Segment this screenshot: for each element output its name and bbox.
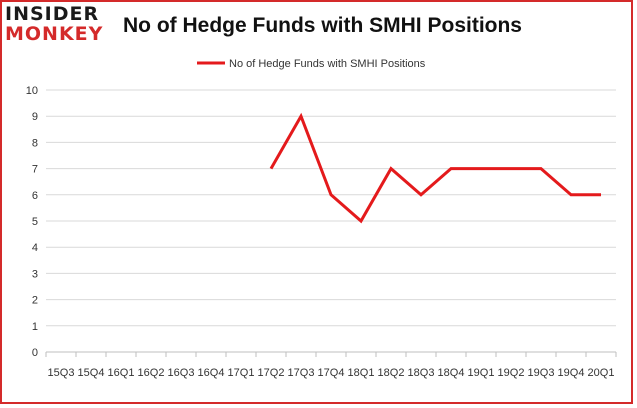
y-tick-label: 2: [32, 295, 38, 307]
y-tick-label: 6: [32, 190, 38, 202]
legend: No of Hedge Funds with SMHI Positions: [197, 58, 426, 70]
x-tick-label: 16Q2: [138, 367, 165, 379]
chart-title: No of Hedge Funds with SMHI Positions: [123, 14, 522, 37]
x-tick-label: 18Q1: [348, 367, 375, 379]
x-tick-label: 18Q3: [408, 367, 435, 379]
x-tick-label: 20Q1: [588, 367, 615, 379]
legend-label: No of Hedge Funds with SMHI Positions: [229, 58, 426, 70]
x-tick-label: 19Q1: [468, 367, 495, 379]
x-tick-label: 19Q2: [498, 367, 525, 379]
logo-line-2: MONKEY: [5, 23, 104, 45]
x-tick-label: 17Q1: [228, 367, 255, 379]
x-tick-label: 17Q4: [318, 367, 345, 379]
logo-line-1: INSIDER: [5, 3, 100, 25]
x-tick-label: 16Q1: [108, 367, 135, 379]
y-tick-label: 9: [32, 111, 38, 123]
x-tick-label: 17Q2: [258, 367, 285, 379]
y-tick-label: 3: [32, 268, 38, 280]
x-tick-label: 19Q4: [558, 367, 585, 379]
x-tick-label: 18Q4: [438, 367, 465, 379]
series-lines: [269, 112, 602, 224]
y-tick-label: 0: [32, 347, 38, 359]
grid-lines: [46, 89, 616, 327]
y-tick-label: 10: [26, 85, 38, 97]
y-tick-labels: 0 1 2 3 4 5 6 7 8 9 10: [26, 85, 38, 359]
y-tick-label: 5: [32, 216, 38, 228]
x-tick-label: 16Q4: [198, 367, 225, 379]
x-tick-labels: 15Q3 15Q4 16Q1 16Q2 16Q3 16Q4 17Q1 17Q2 17Q3 17Q4…: [48, 367, 615, 379]
x-tick-label: 16Q3: [168, 367, 195, 379]
y-tick-label: 1: [32, 321, 38, 333]
y-tick-label: 7: [32, 164, 38, 176]
x-tick-label: 15Q4: [78, 367, 105, 379]
insider-monkey-logo: INSIDER MONKEY: [5, 4, 103, 44]
axes: [45, 351, 617, 357]
y-tick-label: 4: [32, 242, 38, 254]
x-tick-label: 17Q3: [288, 367, 315, 379]
x-tick-label: 18Q2: [378, 367, 405, 379]
x-tick-label: 15Q3: [48, 367, 75, 379]
y-tick-label: 8: [32, 137, 38, 149]
x-tick-label: 19Q3: [528, 367, 555, 379]
series-line: [269, 112, 601, 224]
